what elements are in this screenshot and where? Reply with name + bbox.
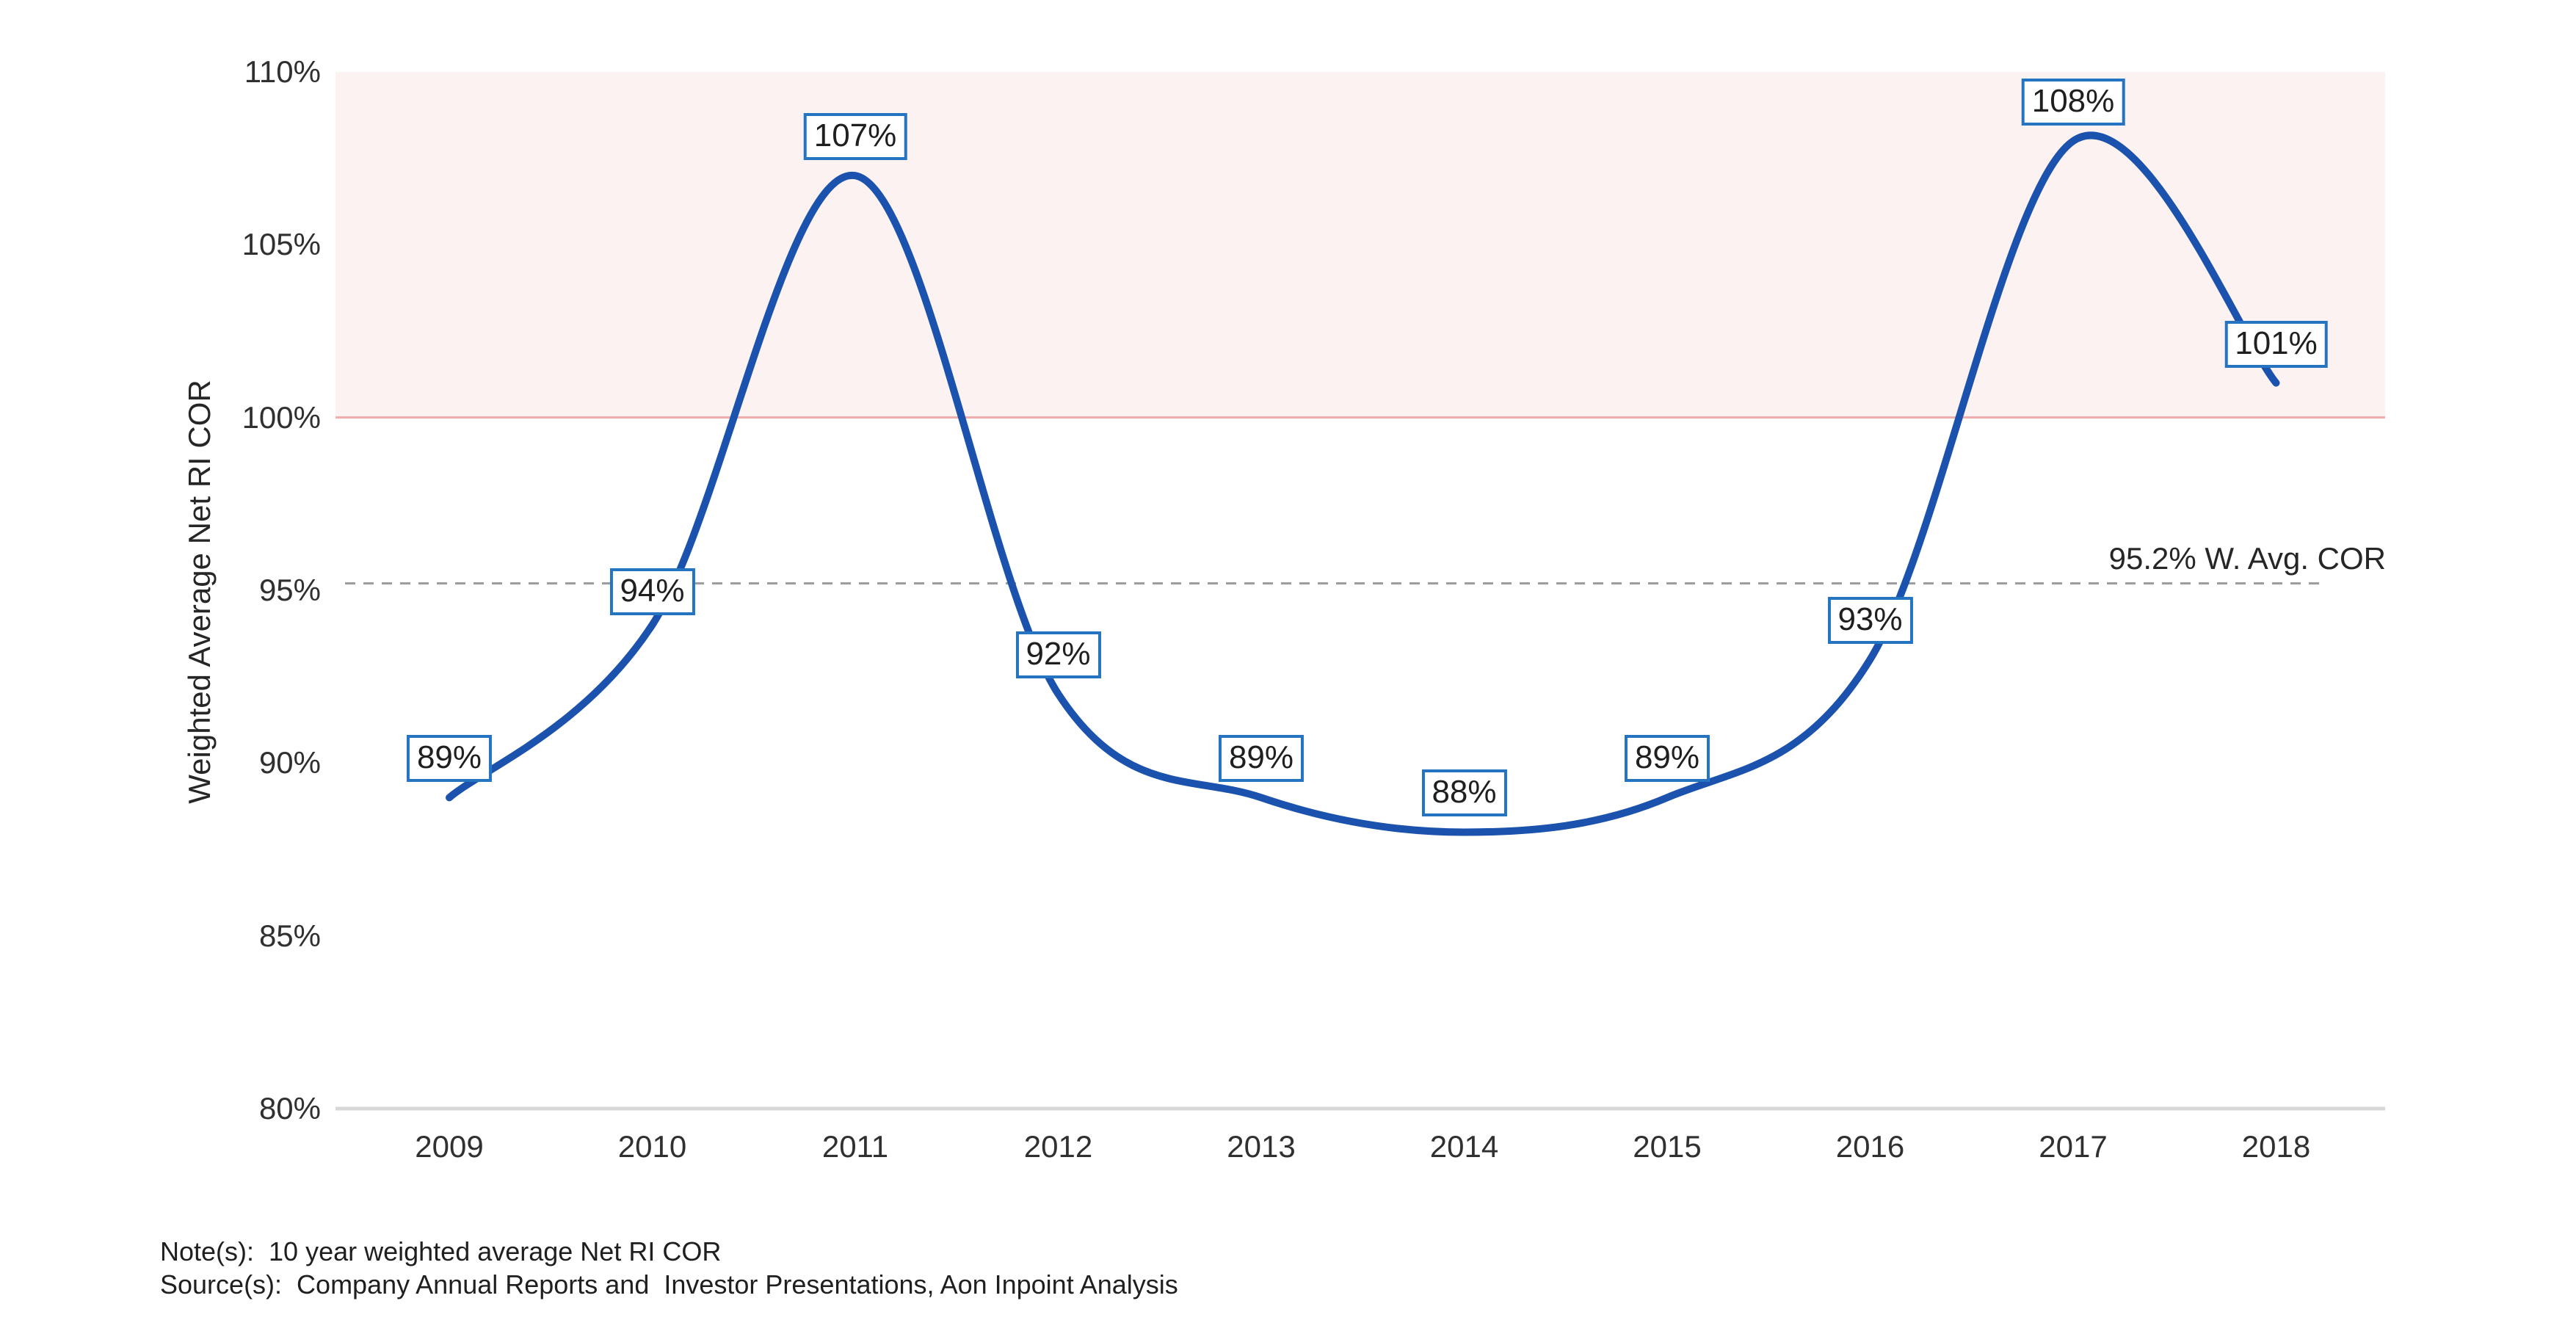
y-axis-title: Weighted Average Net RI COR: [182, 380, 217, 804]
above-100-percent-band: [335, 72, 2385, 418]
footnotes: Note(s): 10 year weighted average Net RI…: [160, 1235, 1178, 1301]
footnote-source: Source(s): Company Annual Reports and In…: [160, 1269, 1178, 1300]
net-ri-cor-series-line: [446, 131, 2280, 836]
average-cor-label: 95.2% W. Avg. COR: [2108, 541, 2386, 576]
footnote-note: Note(s): 10 year weighted average Net RI…: [160, 1236, 722, 1266]
